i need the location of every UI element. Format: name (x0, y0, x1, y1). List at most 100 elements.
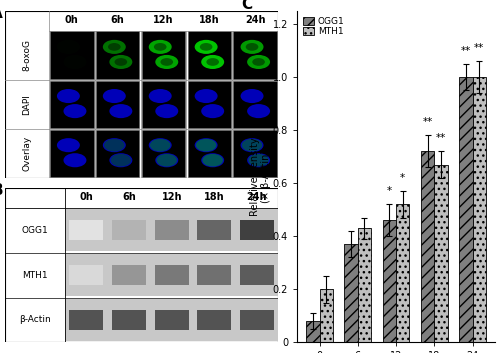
Circle shape (110, 153, 132, 167)
Text: 18h: 18h (199, 14, 220, 25)
Bar (50, 80, 94, 128)
Text: *: * (400, 173, 406, 183)
Text: Overlay: Overlay (22, 136, 32, 171)
Text: *: * (387, 186, 392, 196)
Text: 6h: 6h (122, 192, 136, 202)
Bar (154, 220, 188, 240)
Circle shape (248, 154, 269, 167)
Circle shape (240, 89, 264, 103)
Bar (188, 130, 232, 178)
Bar (240, 310, 274, 330)
Circle shape (110, 154, 131, 167)
Circle shape (156, 104, 178, 118)
Text: 0h: 0h (65, 14, 78, 25)
Text: 12h: 12h (162, 192, 182, 202)
Bar (234, 31, 277, 79)
Circle shape (247, 153, 270, 167)
Circle shape (110, 104, 132, 118)
Text: MTH1: MTH1 (22, 271, 48, 280)
Text: C: C (242, 0, 253, 12)
Circle shape (240, 40, 264, 54)
Bar (358, 228, 371, 342)
Bar (154, 265, 188, 285)
Text: 8-oxoG: 8-oxoG (22, 39, 32, 71)
Bar (234, 80, 277, 128)
Bar (142, 130, 186, 178)
Bar (188, 80, 232, 128)
Circle shape (57, 138, 80, 152)
Circle shape (240, 138, 264, 152)
Circle shape (154, 43, 166, 51)
Bar (344, 244, 358, 342)
Circle shape (160, 58, 173, 66)
Bar (65, 209, 278, 251)
Circle shape (104, 139, 124, 151)
Circle shape (194, 40, 218, 54)
Bar (96, 130, 140, 178)
Bar (320, 289, 333, 342)
Text: A: A (0, 6, 3, 20)
Bar (459, 77, 472, 342)
Bar (154, 310, 188, 330)
Bar (396, 204, 409, 342)
Bar (70, 265, 103, 285)
Bar (112, 220, 146, 240)
Circle shape (194, 138, 218, 152)
Text: 18h: 18h (204, 192, 225, 202)
Circle shape (64, 104, 86, 118)
Text: 12h: 12h (153, 14, 174, 25)
Bar (65, 299, 278, 341)
Circle shape (150, 139, 171, 151)
Circle shape (247, 104, 270, 118)
Bar (421, 151, 434, 342)
Bar (240, 220, 274, 240)
Bar (112, 265, 146, 285)
Circle shape (156, 55, 178, 69)
Circle shape (196, 139, 216, 151)
Text: **: ** (461, 46, 471, 56)
Circle shape (194, 89, 218, 103)
Y-axis label: Relative density
(× β-Actin): Relative density (× β-Actin) (250, 137, 272, 216)
Bar (472, 77, 486, 342)
Circle shape (206, 58, 219, 66)
Bar (188, 31, 232, 79)
Legend: OGG1, MTH1: OGG1, MTH1 (302, 15, 346, 38)
Circle shape (242, 139, 262, 151)
Circle shape (103, 138, 126, 152)
Circle shape (108, 43, 120, 51)
Bar (96, 80, 140, 128)
Bar (434, 164, 448, 342)
Circle shape (252, 58, 265, 66)
Bar (65, 254, 278, 296)
Circle shape (57, 89, 80, 103)
Circle shape (201, 104, 224, 118)
Text: 6h: 6h (110, 14, 124, 25)
Bar (50, 130, 94, 178)
Circle shape (156, 154, 177, 167)
Bar (112, 310, 146, 330)
Bar (142, 80, 186, 128)
Bar (240, 265, 274, 285)
Bar (96, 31, 140, 79)
Bar (50, 31, 94, 79)
Text: B: B (0, 183, 3, 198)
Bar (198, 265, 232, 285)
Circle shape (201, 55, 224, 69)
Circle shape (114, 58, 127, 66)
Circle shape (201, 153, 224, 167)
Bar (142, 31, 186, 79)
Text: **: ** (474, 43, 484, 53)
Text: **: ** (422, 118, 433, 127)
Circle shape (148, 40, 172, 54)
Text: OGG1: OGG1 (22, 226, 48, 235)
Circle shape (247, 55, 270, 69)
Circle shape (57, 40, 80, 54)
Bar (234, 130, 277, 178)
Bar (70, 310, 103, 330)
Text: DAPI: DAPI (22, 94, 32, 115)
Circle shape (246, 43, 258, 51)
Circle shape (110, 55, 132, 69)
Circle shape (64, 55, 86, 69)
Text: 0h: 0h (80, 192, 94, 202)
Bar (306, 321, 320, 342)
